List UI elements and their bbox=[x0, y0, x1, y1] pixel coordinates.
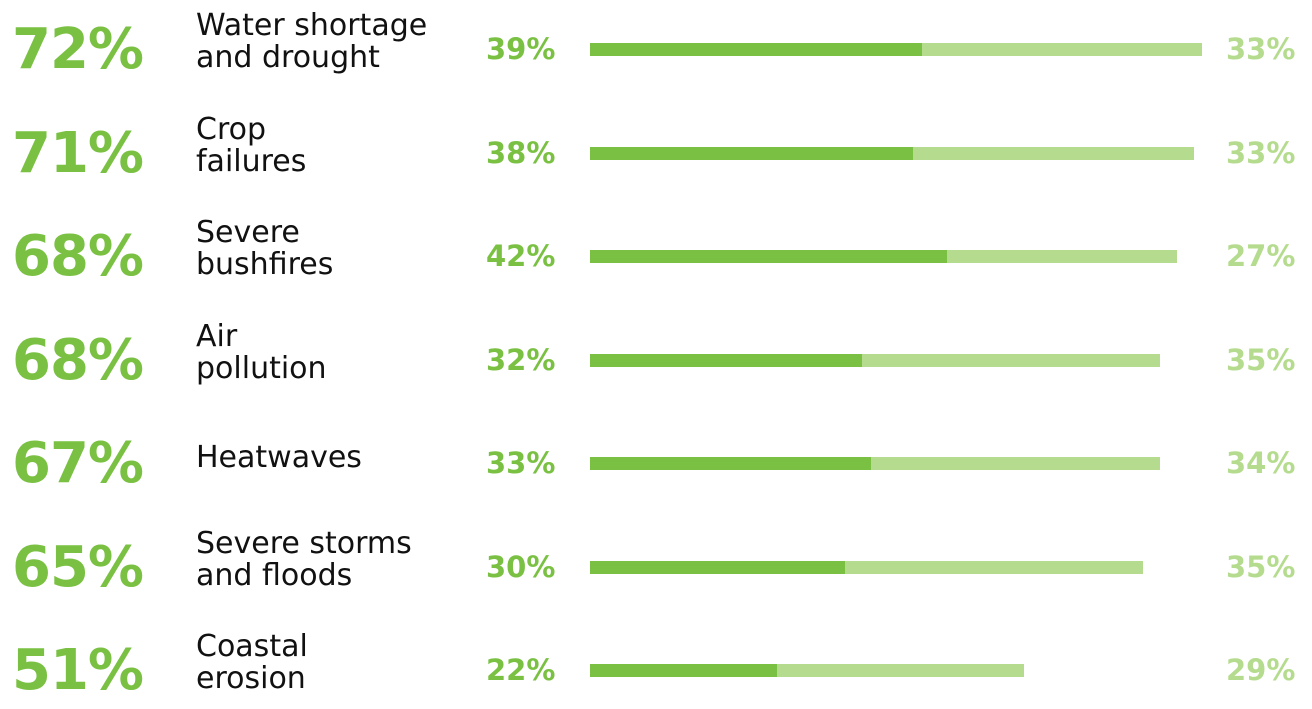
bar-segment-moderate bbox=[921, 43, 1202, 56]
total-percent: 68% bbox=[12, 327, 144, 393]
chart-row: 65% Severe storms and floods 30% 35% bbox=[0, 527, 1312, 606]
category-label: Severe storms and floods bbox=[196, 525, 412, 593]
category-label: Air pollution bbox=[196, 318, 327, 386]
category-label: Heatwaves bbox=[196, 440, 362, 475]
bar-segment-strong bbox=[590, 457, 871, 470]
chart-row: 72% Water shortage and drought 39% 33% bbox=[0, 10, 1312, 88]
category-label: Severe bushfires bbox=[196, 215, 334, 282]
strong-percent-label: 32% bbox=[486, 342, 556, 377]
moderate-percent-label: 35% bbox=[1226, 549, 1296, 584]
category-label: Coastal erosion bbox=[196, 629, 308, 696]
bar-segment-strong bbox=[590, 146, 913, 160]
bar-segment-moderate bbox=[947, 250, 1177, 263]
strong-percent-label: 38% bbox=[486, 135, 556, 170]
strong-percent-label: 30% bbox=[486, 549, 556, 584]
total-percent: 72% bbox=[12, 17, 144, 82]
total-percent: 65% bbox=[12, 534, 144, 600]
total-percent: 71% bbox=[12, 120, 144, 186]
chart-row: 67% Heatwaves 33% 34% bbox=[0, 432, 1312, 502]
bar-segment-moderate bbox=[913, 146, 1194, 160]
moderate-percent-label: 34% bbox=[1226, 446, 1296, 480]
bar-segment-moderate bbox=[862, 353, 1160, 367]
strong-percent-label: 33% bbox=[486, 446, 556, 480]
chart-row: 68% Air pollution 32% 35% bbox=[0, 320, 1312, 399]
strong-percent-label: 42% bbox=[486, 239, 556, 273]
chart-row: 71% Crop failures 38% 33% bbox=[0, 113, 1312, 192]
bar-segment-strong bbox=[590, 664, 777, 677]
bar-segment-strong bbox=[590, 560, 845, 574]
category-label: Crop failures bbox=[196, 111, 307, 179]
category-label: Water shortage and drought bbox=[196, 8, 428, 75]
moderate-percent-label: 33% bbox=[1226, 32, 1296, 66]
bar-segment-strong bbox=[590, 43, 922, 56]
total-percent: 68% bbox=[12, 224, 144, 289]
moderate-percent-label: 29% bbox=[1226, 653, 1296, 687]
bar-segment-strong bbox=[590, 353, 862, 367]
chart-row: 68% Severe bushfires 42% 27% bbox=[0, 217, 1312, 295]
bar-segment-moderate bbox=[845, 560, 1143, 574]
moderate-percent-label: 33% bbox=[1226, 135, 1296, 170]
bar-segment-moderate bbox=[870, 457, 1160, 470]
total-percent: 67% bbox=[12, 431, 144, 496]
bar-segment-moderate bbox=[777, 664, 1024, 677]
chart-row: 51% Coastal erosion 22% 29% bbox=[0, 631, 1312, 709]
moderate-percent-label: 35% bbox=[1226, 342, 1296, 377]
strong-percent-label: 22% bbox=[486, 653, 556, 687]
total-percent: 51% bbox=[12, 638, 144, 703]
bar-segment-strong bbox=[590, 250, 947, 263]
moderate-percent-label: 27% bbox=[1226, 239, 1296, 273]
strong-percent-label: 39% bbox=[486, 32, 556, 66]
